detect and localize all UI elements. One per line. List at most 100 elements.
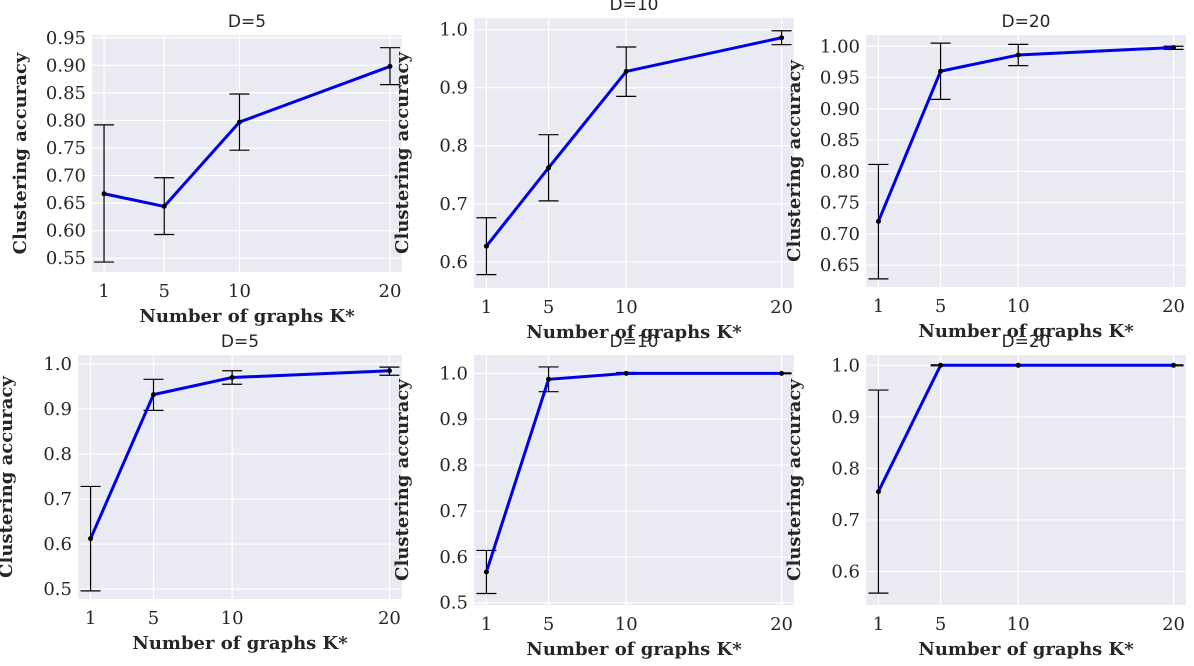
chart-title: D=10	[610, 332, 659, 352]
y-tick-label: 1.0	[43, 354, 72, 375]
x-axis-label: Number of graphs K*	[139, 306, 355, 327]
x-tick-label: 5	[543, 297, 554, 318]
y-tick-label: 0.65	[820, 255, 860, 276]
data-point	[623, 68, 629, 74]
data-point	[229, 375, 235, 381]
series-line	[103, 65, 391, 208]
x-tick-label: 1	[85, 608, 96, 629]
chart-panel-3: 1 5 10 20 0.65 0.70 0.75 0.80 0.85 0.90 0.95 1.00 D=…	[784, 12, 1186, 342]
y-tick-label: 0.7	[831, 510, 860, 531]
x-axis-label: Number of graphs K*	[918, 321, 1134, 342]
series-line	[877, 46, 1174, 222]
y-tick-label: 0.80	[820, 161, 860, 182]
x-tick-label: 10	[228, 281, 251, 302]
y-tick-label: 0.8	[43, 444, 72, 465]
data-point	[1171, 45, 1177, 51]
series-line	[89, 369, 390, 540]
x-tick-label: 20	[378, 608, 401, 629]
data-point	[546, 165, 552, 171]
y-tick-label: 0.6	[831, 561, 860, 582]
y-tick-label: 0.95	[46, 28, 86, 49]
plot-area	[474, 18, 794, 288]
data-point	[938, 68, 944, 74]
y-tick-label: 0.7	[43, 489, 72, 510]
y-tick-label: 0.95	[820, 68, 860, 89]
y-tick-label: 0.65	[46, 193, 86, 214]
x-axis-label: Number of graphs K*	[132, 633, 348, 654]
data-point	[779, 35, 785, 41]
y-tick-label: 0.70	[46, 166, 86, 187]
x-tick-label: 10	[1007, 614, 1030, 635]
series-line	[485, 36, 782, 248]
y-tick-label: 0.70	[820, 224, 860, 245]
y-tick-label: 0.85	[820, 130, 860, 151]
plot-area	[92, 35, 402, 272]
y-tick-label: 0.55	[46, 248, 86, 269]
y-tick-label: 0.6	[43, 534, 72, 555]
plot-area	[474, 355, 794, 605]
data-point	[1171, 362, 1177, 368]
x-tick-label: 20	[1162, 614, 1185, 635]
x-axis-label: Number of graphs K*	[526, 322, 742, 343]
x-tick-label: 5	[935, 614, 946, 635]
y-tick-label: 1.0	[831, 355, 860, 376]
y-tick-label: 0.6	[439, 252, 468, 273]
chart-title: D=5	[221, 332, 259, 352]
data-point	[546, 376, 552, 382]
y-axis-label: Clustering accuracy	[392, 52, 413, 254]
x-tick-label: 5	[543, 614, 554, 635]
data-point	[150, 392, 156, 398]
data-point	[875, 489, 881, 495]
y-tick-label: 0.9	[43, 399, 72, 420]
y-axis-label: Clustering accuracy	[0, 376, 17, 578]
y-tick-label: 0.6	[439, 547, 468, 568]
data-point	[387, 63, 393, 69]
x-tick-label: 1	[873, 296, 884, 317]
y-tick-label: 0.85	[46, 83, 86, 104]
data-point	[483, 243, 489, 249]
x-axis-label: Number of graphs K*	[526, 639, 742, 660]
data-point	[779, 370, 785, 376]
data-point	[236, 119, 242, 125]
chart-title: D=5	[228, 12, 266, 32]
y-tick-label: 0.9	[831, 407, 860, 428]
x-tick-label: 1	[481, 614, 492, 635]
x-tick-label: 1	[98, 281, 109, 302]
data-point	[1015, 362, 1021, 368]
x-tick-label: 20	[379, 281, 402, 302]
y-tick-label: 0.9	[439, 409, 468, 430]
y-tick-label: 0.90	[820, 99, 860, 120]
x-tick-label: 10	[615, 614, 638, 635]
data-point	[1015, 52, 1021, 58]
x-tick-label: 5	[159, 281, 170, 302]
chart-panel-4: 1 5 10 20 0.5 0.6 0.7 0.8 0.9 1.0 D=5 Number of gra…	[0, 332, 402, 654]
data-point	[161, 203, 167, 209]
y-tick-label: 0.9	[439, 78, 468, 99]
chart-title: D=20	[1002, 12, 1051, 32]
x-tick-label: 5	[935, 296, 946, 317]
series-line	[484, 371, 782, 573]
y-tick-label: 0.90	[46, 55, 86, 76]
x-tick-label: 20	[1162, 296, 1185, 317]
y-tick-label: 1.0	[439, 363, 468, 384]
y-tick-label: 0.60	[46, 221, 86, 242]
x-tick-label: 10	[221, 608, 244, 629]
data-point	[101, 191, 107, 197]
series-line	[877, 363, 1174, 493]
chart-panel-2: 1 5 10 20 0.6 0.7 0.8 0.9 1.0 D=10 Number of graph…	[392, 0, 794, 343]
chart-panel-1: 1 5 10 20 0.55 0.60 0.65 0.70 0.75 0.80 0.85 0.90 0.…	[10, 12, 402, 327]
chart-panel-6: 1 5 10 20 0.6 0.7 0.8 0.9 1.0 D=20 Number of graph…	[784, 332, 1186, 660]
chart-title: D=20	[1002, 332, 1051, 352]
chart-panel-5: 1 5 10 20 0.5 0.6 0.7 0.8 0.9 1.0 D=10 Number of gr…	[392, 332, 794, 660]
y-tick-label: 0.7	[439, 501, 468, 522]
data-point	[483, 569, 489, 575]
y-axis-label: Clustering accuracy	[392, 379, 413, 581]
x-tick-label: 5	[148, 608, 159, 629]
y-tick-label: 0.8	[439, 136, 468, 157]
data-point	[386, 368, 392, 374]
x-tick-label: 1	[873, 614, 884, 635]
x-tick-label: 20	[770, 297, 793, 318]
x-axis-label: Number of graphs K*	[918, 639, 1134, 660]
plot-area	[866, 355, 1186, 605]
